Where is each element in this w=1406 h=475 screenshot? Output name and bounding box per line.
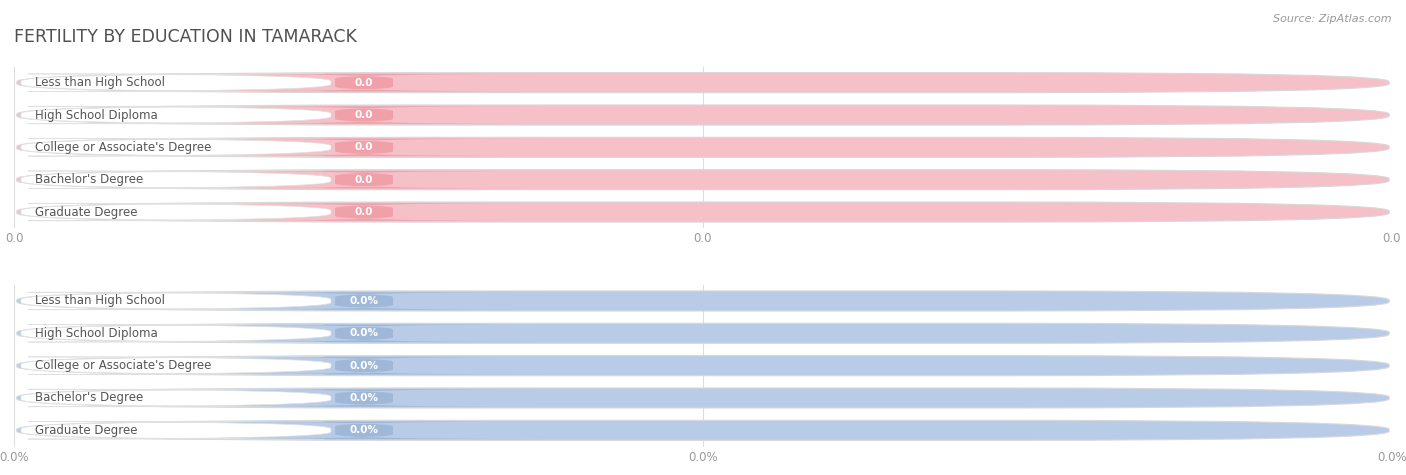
FancyBboxPatch shape [21, 74, 330, 91]
FancyBboxPatch shape [17, 356, 1389, 376]
Text: 0.0%: 0.0% [350, 393, 378, 403]
FancyBboxPatch shape [187, 292, 541, 310]
Text: College or Associate's Degree: College or Associate's Degree [35, 359, 211, 372]
Text: 0.0%: 0.0% [350, 328, 378, 338]
Text: Source: ZipAtlas.com: Source: ZipAtlas.com [1274, 14, 1392, 24]
Text: High School Diploma: High School Diploma [35, 327, 157, 340]
FancyBboxPatch shape [21, 324, 330, 342]
FancyBboxPatch shape [187, 389, 541, 407]
FancyBboxPatch shape [187, 74, 541, 91]
Text: High School Diploma: High School Diploma [35, 108, 157, 122]
Text: College or Associate's Degree: College or Associate's Degree [35, 141, 211, 154]
Text: Graduate Degree: Graduate Degree [35, 424, 138, 437]
FancyBboxPatch shape [21, 389, 330, 407]
Text: 0.0%: 0.0% [350, 296, 378, 306]
Text: 0.0: 0.0 [354, 142, 373, 152]
FancyBboxPatch shape [21, 106, 330, 124]
Text: 0.0: 0.0 [354, 175, 373, 185]
FancyBboxPatch shape [187, 106, 541, 124]
FancyBboxPatch shape [21, 422, 330, 439]
Text: 0.0: 0.0 [354, 78, 373, 88]
FancyBboxPatch shape [187, 139, 541, 156]
FancyBboxPatch shape [17, 137, 1389, 157]
FancyBboxPatch shape [21, 203, 330, 221]
FancyBboxPatch shape [17, 170, 1389, 190]
Text: Bachelor's Degree: Bachelor's Degree [35, 173, 143, 186]
FancyBboxPatch shape [17, 105, 1389, 125]
FancyBboxPatch shape [21, 139, 330, 156]
FancyBboxPatch shape [21, 357, 330, 374]
Text: Less than High School: Less than High School [35, 76, 165, 89]
FancyBboxPatch shape [21, 292, 330, 310]
Text: 0.0%: 0.0% [350, 361, 378, 370]
FancyBboxPatch shape [187, 203, 541, 221]
FancyBboxPatch shape [187, 324, 541, 342]
FancyBboxPatch shape [187, 422, 541, 439]
Text: 0.0: 0.0 [354, 207, 373, 217]
Text: Less than High School: Less than High School [35, 294, 165, 307]
FancyBboxPatch shape [187, 357, 541, 374]
FancyBboxPatch shape [17, 202, 1389, 222]
Text: FERTILITY BY EDUCATION IN TAMARACK: FERTILITY BY EDUCATION IN TAMARACK [14, 28, 357, 47]
FancyBboxPatch shape [17, 388, 1389, 408]
FancyBboxPatch shape [21, 171, 330, 189]
Text: Bachelor's Degree: Bachelor's Degree [35, 391, 143, 405]
Text: 0.0%: 0.0% [350, 425, 378, 435]
FancyBboxPatch shape [17, 291, 1389, 311]
Text: Graduate Degree: Graduate Degree [35, 206, 138, 219]
FancyBboxPatch shape [187, 171, 541, 189]
Text: 0.0: 0.0 [354, 110, 373, 120]
FancyBboxPatch shape [17, 420, 1389, 440]
FancyBboxPatch shape [17, 323, 1389, 343]
FancyBboxPatch shape [17, 73, 1389, 93]
